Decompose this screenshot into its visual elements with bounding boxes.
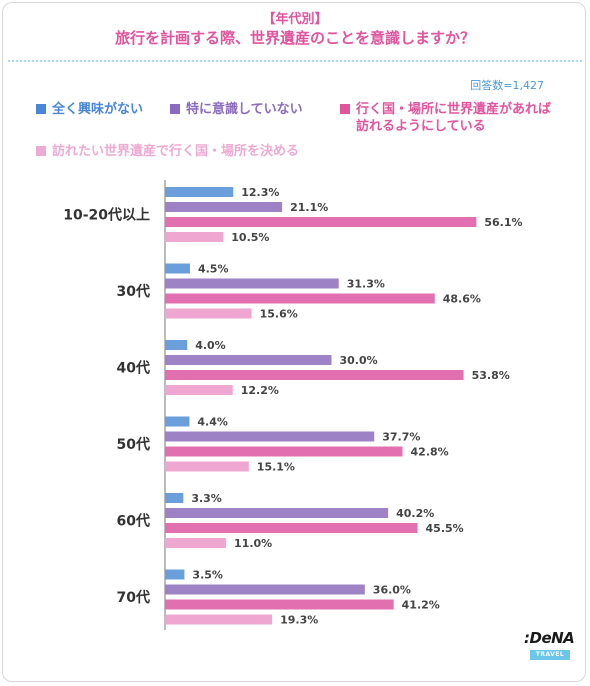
bar [165, 614, 273, 625]
data-label: 40.2% [396, 507, 434, 520]
logo-sub: TRAVEL [530, 650, 570, 660]
data-label: 30.0% [340, 354, 378, 367]
data-label: 3.3% [191, 492, 222, 505]
bar [165, 416, 190, 427]
data-label: 45.5% [426, 522, 464, 535]
category-label: 60代 [117, 513, 150, 530]
dena-travel-logo: :DeNA TRAVEL [524, 629, 578, 663]
category-label: 30代 [117, 283, 150, 300]
data-label: 3.5% [192, 569, 223, 582]
bar [165, 278, 339, 289]
bar [165, 370, 464, 380]
legend-swatch-1 [36, 104, 46, 114]
bar [165, 293, 435, 304]
bar [165, 584, 365, 595]
data-label: 31.3% [347, 278, 385, 291]
bar [165, 493, 184, 503]
bar [165, 202, 283, 212]
category-label: 70代 [117, 589, 150, 606]
bar [165, 569, 185, 580]
data-label: 21.1% [290, 201, 328, 214]
chart-subtitle: 【年代別】 [262, 12, 328, 27]
data-label: 15.6% [260, 308, 298, 321]
bar [165, 308, 252, 319]
legend-item-1: 全く興味がない [36, 101, 143, 118]
category-label: 40代 [117, 360, 150, 377]
bar [165, 385, 233, 395]
respondent-count: 回答数=1,427 [470, 79, 544, 92]
legend-label-2: 特に意識していない [186, 102, 303, 117]
legend-label-3b: 訪れるようにしている [356, 119, 486, 134]
bar [165, 431, 375, 442]
data-label: 4.0% [195, 339, 226, 352]
data-label: 12.3% [241, 186, 279, 199]
legend-label-1: 全く興味がない [52, 102, 144, 117]
data-label: 15.1% [257, 461, 295, 474]
data-label: 19.3% [280, 614, 318, 627]
data-label: 11.0% [234, 537, 272, 550]
data-label: 10.5% [231, 231, 269, 244]
data-label: 4.5% [198, 263, 229, 276]
bar [165, 263, 190, 274]
bar [165, 508, 389, 518]
bar [165, 446, 403, 457]
logo-text: :DeNA [524, 629, 575, 647]
category-label: 50代 [117, 436, 150, 453]
data-label: 56.1% [484, 216, 522, 229]
bar [165, 461, 249, 472]
legend-swatch-3 [340, 104, 350, 114]
legend-item-4: 訪れたい世界遺産で行く国・場所を決める [36, 143, 299, 160]
legend-item-2: 特に意識していない [170, 101, 303, 118]
legend-swatch-2 [170, 104, 180, 114]
data-label: 41.2% [402, 599, 440, 612]
legend-swatch-4 [36, 146, 46, 156]
data-label: 37.7% [382, 431, 420, 444]
data-label: 53.8% [472, 369, 510, 382]
bar [165, 538, 227, 548]
legend-label-4: 訪れたい世界遺産で行く国・場所を決める [52, 144, 300, 159]
bar [165, 217, 477, 227]
data-label: 36.0% [373, 584, 411, 597]
data-label: 12.2% [241, 384, 279, 397]
legend-item-3: 行く国・場所に世界遺産があれば 訪れるようにしている [340, 101, 551, 135]
bar [165, 232, 224, 242]
bar [165, 599, 394, 610]
category-label: 10-20代以上 [63, 207, 150, 224]
data-label: 48.6% [443, 293, 481, 306]
data-label: 42.8% [411, 446, 449, 459]
bar [165, 523, 418, 533]
bar [165, 187, 234, 197]
dotted-divider [8, 60, 582, 62]
legend-label-3a: 行く国・場所に世界遺産があれば [356, 102, 552, 117]
bar [165, 340, 188, 350]
data-label: 4.4% [197, 416, 228, 429]
chart-title: 旅行を計画する際、世界遺産のことを意識しますか？ [114, 29, 475, 47]
bar [165, 355, 332, 365]
